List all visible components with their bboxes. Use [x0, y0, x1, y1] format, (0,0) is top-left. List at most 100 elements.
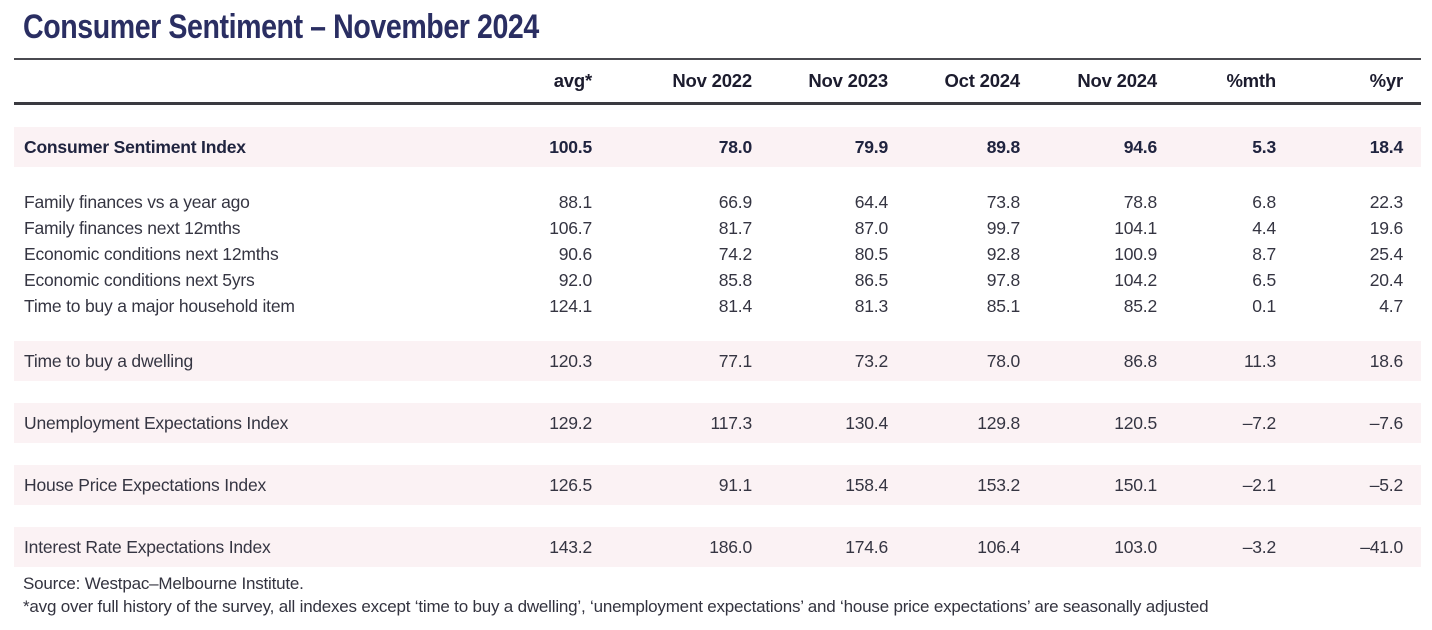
cell-value: 73.8 — [986, 191, 1020, 212]
cell-value: 100.5 — [549, 136, 592, 157]
cell-value: 106.4 — [977, 536, 1020, 557]
page-title: Consumer Sentiment – November 2024 — [23, 8, 539, 46]
cell-value: 92.0 — [558, 269, 592, 290]
cell-value: 97.8 — [986, 269, 1020, 290]
cell-value: 130.4 — [845, 412, 888, 433]
cell-value: 86.8 — [1123, 350, 1157, 371]
table-row: House Price Expectations Index 126.5 91.1 1… — [14, 465, 1421, 505]
cell-value: 20.4 — [1369, 269, 1403, 290]
cell-value: 78.0 — [986, 350, 1020, 371]
sentiment-table: avg* Nov 2022 Nov 2023 Oct 2024 Nov 2024 %mth… — [14, 58, 1421, 567]
source-note: Source: Westpac–Melbourne Institute. — [23, 574, 304, 593]
cell-value: 80.5 — [854, 243, 888, 264]
cell-value: 103.0 — [1114, 536, 1157, 557]
cell-value: 6.5 — [1252, 269, 1276, 290]
row-label: Unemployment Expectations Index — [24, 412, 289, 433]
cell-value: 86.5 — [854, 269, 888, 290]
cell-value: 94.6 — [1123, 136, 1157, 157]
cell-value: 90.6 — [558, 243, 592, 264]
row-label: House Price Expectations Index — [24, 474, 267, 495]
column-header: Oct 2024 — [888, 59, 1020, 105]
cell-value: 100.9 — [1114, 243, 1157, 264]
table-container: avg* Nov 2022 Nov 2023 Oct 2024 Nov 2024 %mth… — [14, 58, 1432, 567]
cell-value: –5.2 — [1369, 474, 1403, 495]
section-spacer — [14, 167, 1421, 189]
cell-value: 0.1 — [1252, 295, 1276, 316]
cell-value: 150.1 — [1114, 474, 1157, 495]
table-header: avg* Nov 2022 Nov 2023 Oct 2024 Nov 2024 %mth… — [14, 59, 1421, 105]
cell-value: 77.1 — [718, 350, 752, 371]
cell-value: 104.2 — [1114, 269, 1157, 290]
cell-value: 81.7 — [718, 217, 752, 238]
column-header: Nov 2024 — [1020, 59, 1157, 105]
cell-value: 78.0 — [718, 136, 752, 157]
corner-header — [14, 59, 424, 105]
row-label: Family finances vs a year ago — [24, 191, 250, 212]
cell-value: 126.5 — [549, 474, 592, 495]
section-spacer — [14, 319, 1421, 341]
cell-value: –2.1 — [1242, 474, 1276, 495]
cell-value: 186.0 — [709, 536, 752, 557]
table-row: Interest Rate Expectations Index 143.2 186… — [14, 527, 1421, 567]
table-row: Time to buy a dwelling 120.3 77.1 73.2 78.0 8… — [14, 341, 1421, 381]
section-spacer — [14, 505, 1421, 527]
table-row: Family finances next 12mths 106.7 81.7 87.0… — [14, 215, 1421, 241]
table-row: Consumer Sentiment Index 100.5 78.0 79.9 89.… — [14, 127, 1421, 167]
cell-value: 6.8 — [1252, 191, 1276, 212]
cell-value: 88.1 — [558, 191, 592, 212]
cell-value: 106.7 — [549, 217, 592, 238]
cell-value: 66.9 — [718, 191, 752, 212]
row-label: Interest Rate Expectations Index — [24, 536, 271, 557]
row-label: Economic conditions next 5yrs — [24, 269, 255, 290]
cell-value: 81.4 — [718, 295, 752, 316]
section-spacer — [14, 381, 1421, 403]
cell-value: 129.2 — [549, 412, 592, 433]
cell-value: 22.3 — [1369, 191, 1403, 212]
cell-value: 120.3 — [549, 350, 592, 371]
row-label: Consumer Sentiment Index — [24, 136, 246, 157]
column-header: avg* — [424, 59, 592, 105]
cell-value: 74.2 — [718, 243, 752, 264]
footnote: *avg over full history of the survey, al… — [23, 597, 1209, 616]
cell-value: 85.2 — [1123, 295, 1157, 316]
cell-value: –3.2 — [1242, 536, 1276, 557]
cell-value: 81.3 — [854, 295, 888, 316]
cell-value: 4.4 — [1252, 217, 1276, 238]
cell-value: 92.8 — [986, 243, 1020, 264]
column-header: Nov 2022 — [592, 59, 752, 105]
table-row: Time to buy a major household item 124.1 8… — [14, 293, 1421, 319]
cell-value: 79.9 — [854, 136, 888, 157]
cell-value: 158.4 — [845, 474, 888, 495]
cell-value: 4.7 — [1379, 295, 1403, 316]
cell-value: 89.8 — [986, 136, 1020, 157]
cell-value: 18.4 — [1369, 136, 1403, 157]
cell-value: 117.3 — [710, 412, 753, 433]
table-row: Economic conditions next 12mths 90.6 74.2 8… — [14, 241, 1421, 267]
cell-value: 143.2 — [549, 536, 592, 557]
row-label: Family finances next 12mths — [24, 217, 241, 238]
cell-value: –7.6 — [1369, 412, 1403, 433]
cell-value: –7.2 — [1242, 412, 1276, 433]
column-header: Nov 2023 — [752, 59, 888, 105]
cell-value: 99.7 — [986, 217, 1020, 238]
cell-value: 153.2 — [977, 474, 1020, 495]
row-label: Economic conditions next 12mths — [24, 243, 279, 264]
cell-value: 120.5 — [1114, 412, 1157, 433]
cell-value: 5.3 — [1252, 136, 1276, 157]
header-row: avg* Nov 2022 Nov 2023 Oct 2024 Nov 2024 %mth… — [14, 59, 1421, 105]
section-spacer — [14, 443, 1421, 465]
cell-value: 104.1 — [1114, 217, 1157, 238]
section-spacer — [14, 103, 1421, 127]
row-label: Time to buy a major household item — [24, 295, 295, 316]
cell-value: 78.8 — [1123, 191, 1157, 212]
cell-value: 85.1 — [986, 295, 1020, 316]
cell-value: 19.6 — [1369, 217, 1403, 238]
row-label: Time to buy a dwelling — [24, 350, 194, 371]
cell-value: 129.8 — [977, 412, 1020, 433]
cell-value: 174.6 — [845, 536, 888, 557]
column-header: %yr — [1276, 59, 1421, 105]
table-row: Economic conditions next 5yrs 92.0 85.8 86.… — [14, 267, 1421, 293]
cell-value: 85.8 — [718, 269, 752, 290]
cell-value: 11.3 — [1244, 350, 1276, 371]
